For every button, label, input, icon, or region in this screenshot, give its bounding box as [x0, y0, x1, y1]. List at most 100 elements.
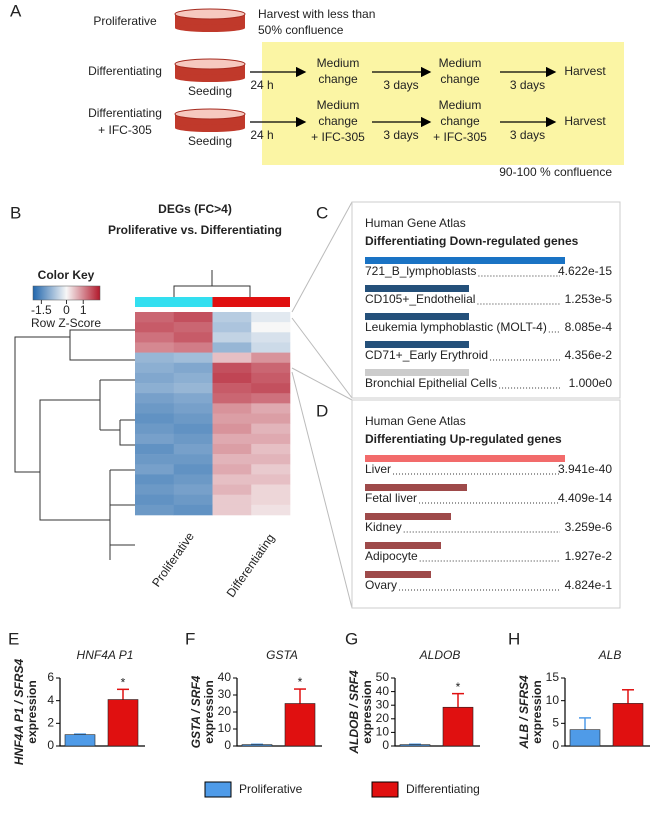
y-tick-label: 4: [47, 693, 54, 707]
column-group-label: Proliferative: [149, 529, 197, 589]
heatmap-cell: [212, 383, 252, 394]
term-name: CD71+_Early Erythroid: [365, 348, 488, 362]
step-interval: 3 days: [510, 78, 545, 92]
y-axis-label: GSTA / SRF4: [189, 675, 203, 748]
heatmap-cell: [173, 372, 213, 384]
term-name: Fetal liver: [365, 491, 417, 505]
chart-title: GSTA: [266, 648, 298, 662]
significance-marker: *: [456, 680, 461, 694]
heatmap-cell: [251, 433, 291, 445]
heatmap-cell: [135, 312, 175, 323]
heatmap-cell: [251, 342, 291, 353]
panel-label: C: [316, 203, 328, 222]
y-axis-label: ALDOB / SRF4: [347, 670, 361, 755]
heatmap-cell: [251, 504, 291, 516]
heatmap-title: Proliferative vs. Differentiating: [108, 223, 282, 237]
color-key-label: Row Z-Score: [31, 316, 101, 330]
panel-label: A: [10, 1, 22, 20]
enrichment-bar: [365, 484, 467, 491]
heatmap-cell: [135, 322, 175, 333]
term-name: Liver: [365, 462, 391, 476]
seeding-label: Seeding: [188, 84, 232, 98]
term-p-value: 1.253e-5: [565, 292, 613, 306]
panel-label: D: [316, 401, 328, 420]
bar: [64, 734, 96, 747]
seeding-label: Seeding: [188, 134, 232, 148]
y-tick-label: 30: [376, 697, 390, 711]
heatmap-cell: [173, 393, 213, 404]
panel-d-box: [351, 399, 621, 609]
y-tick-label: 0: [552, 738, 559, 752]
column-dendrogram: [173, 270, 251, 297]
enrichment-bar: [365, 313, 469, 320]
y-tick-label: 30: [218, 687, 232, 701]
heatmap-cell: [212, 423, 252, 435]
heatmap-cell: [251, 362, 291, 374]
heatmap-cell: [251, 423, 291, 435]
y-tick-label: 40: [218, 670, 232, 684]
legend-swatch: [371, 781, 399, 798]
enrichment-title: Human Gene Atlas: [365, 216, 466, 230]
y-tick-label: 40: [376, 684, 390, 698]
step-label: change: [318, 72, 358, 86]
y-tick-label: 15: [546, 670, 560, 684]
term-p-value: 1.927e-2: [565, 549, 613, 563]
heatmap-cell: [212, 332, 252, 343]
y-axis-label: expression: [202, 680, 216, 743]
heatmap-cell: [251, 494, 291, 506]
heatmap-cell: [251, 383, 291, 394]
heatmap-cell: [212, 342, 252, 353]
heatmap-cell: [212, 454, 252, 465]
heatmap-cell: [212, 464, 252, 475]
heatmap-cell: [251, 322, 291, 333]
panel-c-box: [351, 201, 621, 399]
color-key-bar: [32, 285, 101, 301]
y-axis-label: ALB / SFRS4: [517, 675, 531, 750]
heatmap-cell: [212, 484, 252, 495]
panel-label: F: [185, 629, 195, 648]
step-label: Harvest: [564, 64, 606, 78]
term-p-value: 4.409e-14: [558, 491, 612, 505]
enrichment-bar: [365, 257, 565, 264]
row-dendrogram: [14, 329, 135, 560]
y-tick-label: 10: [218, 721, 232, 735]
term-p-value: 3.941e-40: [558, 462, 612, 476]
heatmap-cell: [173, 413, 213, 424]
color-key-tick-label: 1: [80, 303, 87, 317]
panel-label: G: [345, 629, 358, 648]
y-axis-label: expression: [360, 680, 374, 743]
heatmap-cell: [173, 312, 213, 323]
step-label: Medium: [439, 56, 482, 70]
connector: [291, 201, 353, 609]
heatmap-cell: [251, 372, 291, 384]
dish: [175, 24, 245, 32]
treatment-box: [262, 42, 624, 165]
heatmap-cell: [173, 464, 213, 475]
color-key-title: Color Key: [38, 268, 95, 282]
enrichment-title: Human Gene Atlas: [365, 414, 466, 428]
heatmap-cell: [135, 443, 175, 455]
step-label: change: [318, 114, 358, 128]
y-tick-label: 10: [376, 725, 390, 739]
y-tick-label: 0: [382, 738, 389, 752]
column-group-label: Differentiating: [224, 531, 278, 600]
term-p-value: 3.259e-6: [565, 520, 613, 534]
heatmap-cell: [212, 362, 252, 374]
heatmap-cell: [135, 464, 175, 475]
heatmap-cell: [251, 464, 291, 475]
panel-label: E: [8, 629, 19, 648]
heatmap-cell: [135, 332, 175, 343]
legend-label: Proliferative: [239, 782, 303, 796]
heatmap-cell: [173, 342, 213, 353]
heatmap-cell: [212, 393, 252, 404]
dish: [174, 8, 246, 20]
heatmap-cell: [251, 454, 291, 465]
bar: [442, 706, 474, 747]
confluence-note: 90-100 % confluence: [499, 165, 612, 179]
chart-title: HNF4A P1: [77, 648, 134, 662]
heatmap-cell: [251, 403, 291, 414]
heatmap-cell: [135, 362, 175, 374]
heatmap-cell: [135, 484, 175, 495]
bar: [569, 729, 601, 747]
dish: [174, 108, 246, 120]
